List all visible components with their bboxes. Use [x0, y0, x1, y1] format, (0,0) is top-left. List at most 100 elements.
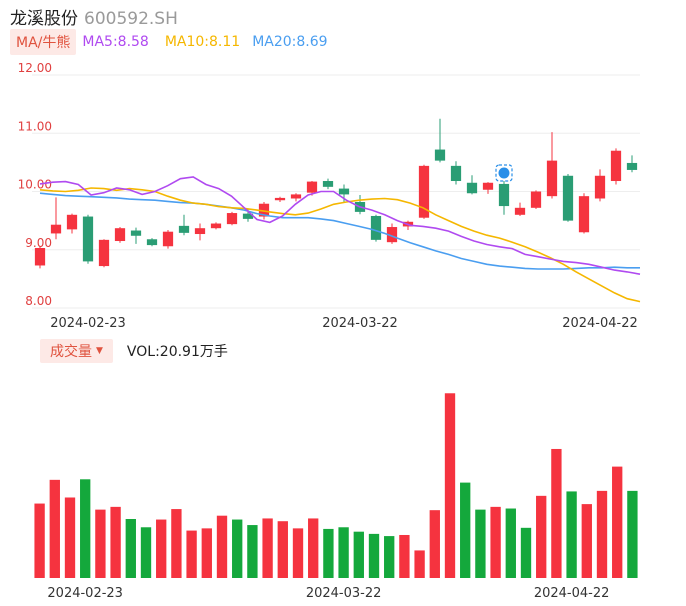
candle-body [466, 182, 478, 194]
volume-bar [201, 528, 212, 578]
candle-body [386, 227, 398, 243]
stock-code: 600592.SH [84, 9, 178, 29]
volume-bar [490, 506, 501, 578]
volume-bar [277, 521, 288, 578]
badge-frame-icon [495, 164, 513, 182]
volume-bar [460, 482, 471, 578]
candle-body [114, 228, 126, 242]
price-ytick-label: 11.00 [18, 119, 52, 133]
badge-icon [498, 167, 510, 179]
candle-body [258, 203, 270, 217]
candle-body [338, 188, 350, 195]
ma5-label: MA5:8.58 [82, 34, 149, 50]
volume-bar [308, 518, 319, 578]
candle-body [322, 181, 334, 187]
volume-bar [612, 466, 623, 578]
volume-bar [627, 490, 638, 578]
candle-body [578, 196, 590, 233]
ma-legend: MA/牛熊 MA5:8.58 MA10:8.11 MA20:8.69 [10, 29, 328, 55]
price-xtick-label: 2024-04-22 [562, 316, 638, 331]
candle-body [418, 165, 430, 218]
candle-body [82, 216, 94, 262]
candle-body [146, 239, 158, 246]
candle-body [498, 183, 510, 207]
volume-header: 成交量 ▼ VOL:20.91万手 [40, 339, 228, 363]
volume-bar [34, 503, 45, 578]
candle-body [34, 248, 46, 266]
volume-bar [505, 508, 516, 578]
candle-body [50, 224, 62, 234]
volume-bar [368, 533, 380, 578]
candle-body [546, 160, 558, 197]
volume-bar [581, 504, 592, 578]
candle-body [98, 239, 110, 267]
volume-bar [384, 536, 395, 578]
ma10-line [39, 187, 641, 303]
volume-bar [49, 479, 60, 578]
candle-body [610, 150, 622, 182]
volume-bar [414, 550, 425, 578]
candle-body [242, 213, 254, 219]
volume-bar [247, 525, 258, 578]
ma20-label: MA20:8.69 [252, 34, 328, 50]
candle-body [66, 214, 78, 230]
volume-bar [80, 479, 91, 578]
volume-bar [216, 515, 228, 578]
stock-title: 龙溪股份 600592.SH [10, 4, 178, 29]
indicator-selector[interactable]: MA/牛熊 [10, 29, 77, 55]
candle-body [210, 223, 222, 229]
ma5-line [39, 176, 641, 275]
volume-bar [399, 534, 410, 578]
volume-bar [156, 519, 167, 578]
volume-bar [429, 510, 440, 578]
ma10-label: MA10:8.11 [164, 34, 241, 50]
volume-bar [95, 509, 106, 578]
volume-xtick-label: 2024-02-23 [47, 586, 123, 601]
price-ytick-label: 8.00 [25, 294, 52, 308]
volume-bar [171, 509, 182, 578]
candle-body [290, 194, 302, 199]
candle-body [482, 182, 494, 190]
price-xtick-label: 2024-03-22 [322, 316, 398, 331]
volume-value: VOL:20.91万手 [126, 344, 228, 360]
volume-selector-label: 成交量 [50, 344, 92, 360]
volume-bar [64, 497, 76, 578]
volume-bar [232, 519, 243, 578]
candle-body [514, 207, 526, 215]
volume-bar [566, 491, 577, 578]
volume-bar [551, 448, 562, 578]
candle-body [594, 175, 606, 199]
volume-bar [353, 531, 364, 578]
ma20-line [39, 192, 640, 270]
volume-xtick-label: 2024-03-22 [306, 586, 382, 601]
candle-body [178, 225, 190, 233]
stock-name: 龙溪股份 [10, 9, 78, 29]
candle-body [562, 175, 574, 221]
volume-bar [536, 495, 547, 578]
volume-xtick-label: 2024-04-22 [534, 586, 610, 601]
volume-bar [338, 527, 349, 578]
volume-bar [292, 528, 304, 578]
price-ytick-label: 9.00 [25, 236, 52, 250]
volume-bar [262, 518, 273, 578]
volume-bar [596, 490, 608, 578]
price-ytick-label: 10.00 [18, 178, 52, 192]
volume-bar [125, 518, 136, 578]
candle-body [226, 213, 238, 225]
candle-body [530, 191, 542, 208]
candle-body [194, 228, 206, 235]
volume-bar [140, 527, 152, 578]
volume-bar [475, 509, 486, 578]
candle-body [434, 149, 446, 161]
volume-bar [110, 506, 121, 578]
volume-bar [520, 527, 532, 578]
price-xtick-label: 2024-02-23 [50, 316, 126, 331]
volume-bar [444, 393, 456, 578]
candle-body [450, 165, 462, 182]
candle-body [306, 181, 318, 193]
volume-bar [323, 528, 334, 578]
caret-down-icon: ▼ [96, 346, 103, 356]
candle-body [274, 197, 286, 201]
volume-indicator-selector[interactable]: 成交量 ▼ [40, 339, 113, 363]
